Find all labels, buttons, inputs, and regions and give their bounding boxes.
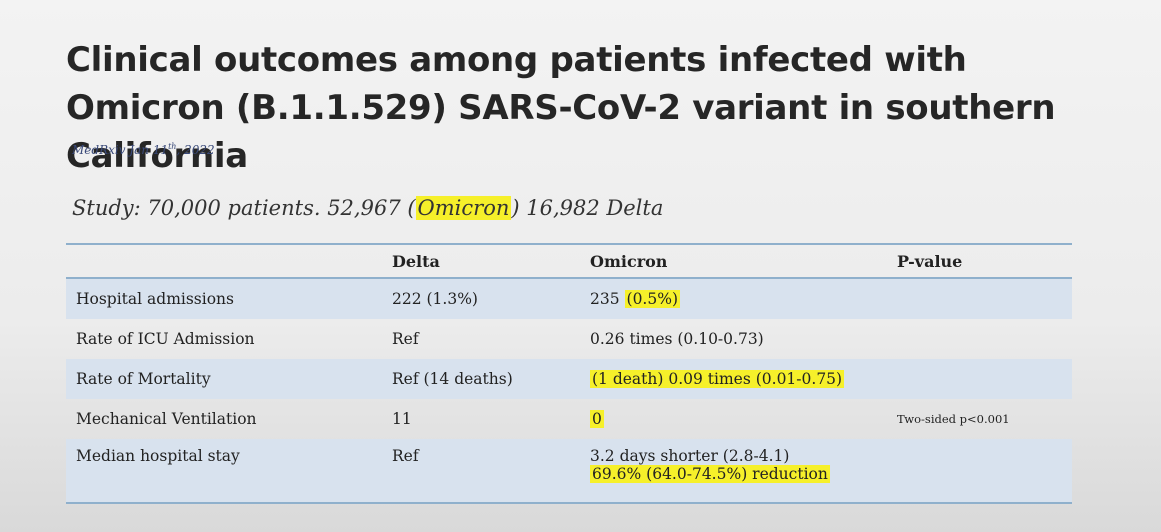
table-row: Rate of Mortality Ref (14 deaths) (1 dea… — [66, 359, 1072, 399]
delta-value: Ref — [392, 330, 419, 348]
pvalue — [887, 439, 1072, 503]
delta-value: Ref (14 deaths) — [382, 359, 580, 399]
row-label: Median hospital stay — [66, 439, 382, 503]
omicron-value: 0 — [580, 399, 887, 439]
table-row: Rate of ICU Admission Ref 0.26 times (0.… — [66, 319, 1072, 359]
row-label: Rate of ICU Admission — [76, 330, 255, 348]
study-suffix: ) 16,982 Delta — [511, 196, 664, 220]
omicron-plain: 0.26 times (0.10-0.73) — [590, 330, 764, 348]
citation-superscript: th — [168, 142, 177, 151]
row-label: Rate of Mortality — [66, 359, 382, 399]
slide-title: Clinical outcomes among patients infecte… — [66, 40, 1056, 176]
study-summary: Study: 70,000 patients. 52,967 (Omicron)… — [72, 196, 663, 220]
table-row: Median hospital stay Ref 3.2 days shorte… — [66, 439, 1072, 503]
pvalue: Two-sided p<0.001 — [897, 412, 1010, 426]
delta-value: 11 — [392, 410, 412, 428]
omicron-plain: 3.2 days shorter (2.8-4.1) — [590, 447, 790, 465]
pvalue — [887, 278, 1072, 319]
citation-year: , 2022 — [176, 143, 215, 157]
omicron-value: 3.2 days shorter (2.8-4.1) 69.6% (64.0-74… — [580, 439, 887, 503]
delta-value: Ref — [382, 439, 580, 503]
pvalue — [887, 319, 1072, 359]
header-omicron: Omicron — [580, 244, 887, 279]
row-label: Hospital admissions — [66, 278, 382, 319]
header-outcome — [66, 244, 382, 279]
header-delta: Delta — [382, 244, 580, 279]
omicron-value: 0.26 times (0.10-0.73) — [580, 319, 887, 359]
omicron-highlight: 69.6% (64.0-74.5%) reduction — [590, 465, 830, 483]
row-label: Mechanical Ventilation — [76, 410, 257, 428]
outcomes-table: Delta Omicron P-value Hospital admission… — [66, 243, 1072, 504]
study-highlight: Omicron — [415, 196, 512, 220]
omicron-highlight: (1 death) 0.09 times (0.01-0.75) — [590, 370, 845, 388]
pvalue — [887, 359, 1072, 399]
citation-source: MedRxiv Jan 11 — [72, 143, 169, 157]
citation: MedRxiv Jan 11th, 2022 — [72, 142, 215, 157]
omicron-value: (1 death) 0.09 times (0.01-0.75) — [580, 359, 887, 399]
omicron-highlight: 0 — [590, 410, 604, 428]
table-header-row: Delta Omicron P-value — [66, 244, 1072, 279]
table-row: Hospital admissions 222 (1.3%) 235 (0.5%… — [66, 278, 1072, 319]
study-prefix: Study: 70,000 patients. 52,967 ( — [72, 196, 416, 220]
omicron-plain: 235 — [590, 290, 625, 308]
omicron-highlight: (0.5%) — [624, 290, 680, 308]
table-row: Mechanical Ventilation 11 0 Two-sided p<… — [66, 399, 1072, 439]
header-pvalue: P-value — [887, 244, 1072, 279]
delta-value: 222 (1.3%) — [382, 278, 580, 319]
omicron-value: 235 (0.5%) — [580, 278, 887, 319]
